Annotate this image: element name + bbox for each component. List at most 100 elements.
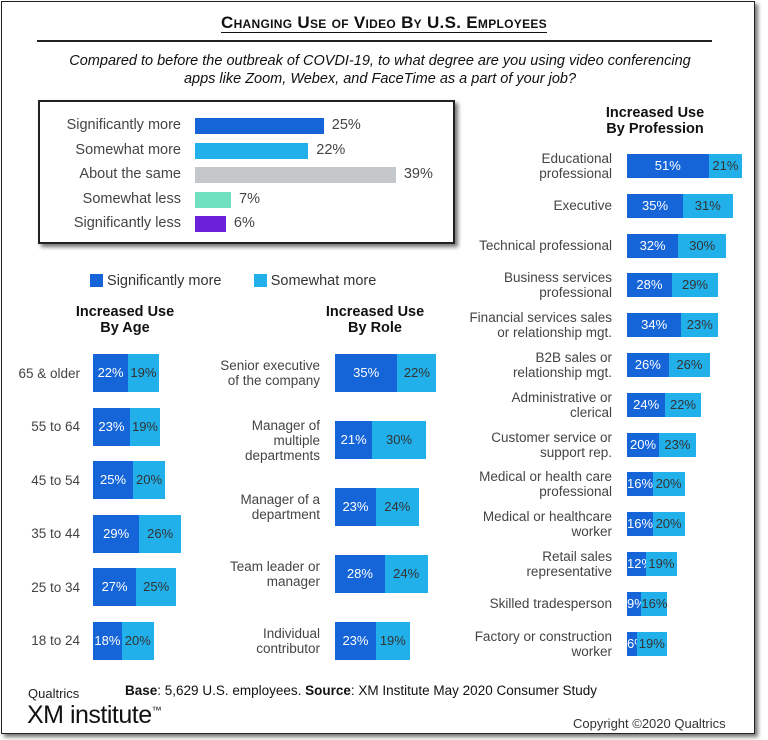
- profession-bar-somewhat-more: 23%: [681, 313, 719, 338]
- profession-category-label: Factory or construction worker: [422, 629, 612, 659]
- profession-category-label-line: worker: [571, 524, 612, 540]
- age-category-label-line: 25 to 34: [31, 579, 80, 595]
- age-bar-significantly-more: 22%: [93, 354, 129, 392]
- role-bar-significantly-more: 35%: [335, 354, 398, 392]
- footnote-base-label: Base: [125, 683, 158, 698]
- brand-qualtrics: Qualtrics: [28, 686, 80, 701]
- role-bar-significantly-more: 21%: [335, 421, 373, 459]
- profession-category-label: Administrative or clerical: [422, 390, 612, 420]
- age-category-label-line: 65 & older: [18, 365, 80, 381]
- profession-bar-significantly-more: 32%: [627, 233, 679, 258]
- profession-category-label-line: Retail sales: [542, 549, 612, 564]
- profession-category-label-line: relationship mgt.: [512, 365, 612, 380]
- age-bar-significantly-more: 27%: [93, 568, 137, 606]
- role-title: Increased Use By Role: [320, 304, 430, 336]
- role-bar-somewhat-more: 30%: [372, 421, 426, 459]
- overall-bar: [195, 216, 226, 232]
- profession-category-label-line: worker: [571, 643, 612, 659]
- age-category-label: 35 to 44: [0, 526, 80, 541]
- profession-category-label: Skilled tradesperson: [422, 596, 612, 611]
- age-title: Increased Use By Age: [60, 304, 190, 336]
- age-category-label: 45 to 54: [0, 473, 80, 488]
- profession-category-label-line: professional: [539, 166, 612, 181]
- chart-title: Changing Use of Video By U.S. Employees: [221, 13, 547, 32]
- age-title-line: By Age: [100, 320, 150, 336]
- profession-category-label-line: Technical professional: [479, 238, 612, 254]
- role-category-label: Manager of multiple departments: [190, 418, 320, 463]
- role-category-label-line: Team leader or: [229, 559, 320, 574]
- age-bar-somewhat-more: 26%: [139, 514, 181, 553]
- profession-bar-somewhat-more: 21%: [708, 154, 743, 178]
- overall-bar: [195, 142, 309, 159]
- copyright: Copyright ©2020 Qualtrics: [573, 716, 726, 731]
- profession-bar-somewhat-more: 30%: [678, 233, 727, 258]
- role-bar-significantly-more: 23%: [335, 488, 376, 526]
- age-category-label: 65 & older: [0, 366, 80, 381]
- overall-bar: [195, 167, 396, 183]
- footnote-source-text: : XM Institute May 2020 Consumer Study: [350, 683, 598, 698]
- profession-title-line: By Profession: [606, 121, 704, 137]
- role-category-label-line: contributor: [256, 641, 320, 656]
- profession-bar-significantly-more: 16%: [627, 472, 653, 497]
- profession-bar-somewhat-more: 23%: [659, 432, 696, 457]
- profession-bar-significantly-more: 16%: [627, 512, 653, 537]
- profession-category-label-line: or relationship mgt.: [497, 325, 612, 341]
- profession-category-label: Medical or health care professional: [422, 469, 612, 499]
- age-bar-somewhat-more: 20%: [133, 461, 165, 499]
- overall-value-label: 6%: [233, 215, 255, 231]
- role-bar-somewhat-more: 24%: [384, 555, 428, 593]
- overall-category-label: About the same: [79, 166, 181, 182]
- overall-category-label: Somewhat less: [82, 190, 181, 207]
- age-bar-significantly-more: 25%: [93, 461, 133, 499]
- profession-category-label-line: B2B sales or: [535, 350, 612, 365]
- role-bar-somewhat-more: 19%: [375, 622, 410, 660]
- age-bar-significantly-more: 29%: [93, 514, 140, 553]
- role-category-label-line: multiple: [273, 432, 320, 448]
- footnote-base-text: : 5,629 U.S. employees.: [157, 683, 306, 698]
- age-bar-somewhat-more: 19%: [128, 354, 159, 392]
- role-category-label: Manager of a department: [190, 492, 320, 522]
- profession-bar-somewhat-more: 20%: [652, 472, 685, 497]
- profession-bar-somewhat-more: 19%: [646, 552, 677, 576]
- footnote-source-label: Source: [305, 683, 351, 698]
- profession-category-label-line: Medical or health care: [479, 469, 612, 485]
- profession-bar-significantly-more: 35%: [627, 193, 683, 218]
- age-bar-somewhat-more: 20%: [121, 621, 154, 660]
- role-category-label-line: Individual: [262, 626, 320, 641]
- age-bar-somewhat-more: 25%: [136, 568, 177, 606]
- profession-category-label: B2B sales or relationship mgt.: [422, 350, 612, 380]
- legend-swatch-significantly-more: [90, 274, 103, 287]
- profession-category-label-line: representative: [526, 564, 612, 579]
- profession-category-label-line: professional: [539, 285, 612, 301]
- profession-bar-somewhat-more: 31%: [683, 193, 733, 218]
- age-category-label: 18 to 24: [0, 633, 80, 648]
- profession-title-line: Increased Use: [605, 105, 705, 121]
- role-category-label-line: departments: [244, 447, 320, 463]
- profession-bar-somewhat-more: 20%: [652, 512, 685, 537]
- profession-category-label-line: Business services: [503, 270, 612, 286]
- role-bar-somewhat-more: 22%: [397, 354, 437, 392]
- profession-category-label-line: Financial services sales: [469, 310, 612, 326]
- profession-bar-significantly-more: 34%: [627, 313, 682, 338]
- brand-xm-institute: XM institute™: [27, 701, 162, 730]
- profession-bar-somewhat-more: 19%: [636, 631, 667, 656]
- age-category-label: 55 to 64: [0, 419, 80, 434]
- overall-value-label: 22%: [316, 141, 346, 158]
- overall-bar: [195, 118, 324, 134]
- role-title-line: By Role: [348, 320, 402, 336]
- profession-bar-significantly-more: 12%: [627, 552, 647, 576]
- profession-category-label-line: Educational: [541, 151, 612, 166]
- age-category-label-line: 45 to 54: [31, 472, 80, 488]
- profession-bar-significantly-more: 26%: [627, 353, 669, 377]
- profession-category-label-line: Skilled tradesperson: [489, 596, 612, 612]
- profession-category-label: Educational professional: [422, 151, 612, 181]
- title-divider: [37, 40, 712, 42]
- survey-question: Compared to before the outbreak of COVDI…: [69, 53, 691, 87]
- role-bar-significantly-more: 28%: [335, 555, 385, 593]
- profession-category-label: Executive: [422, 198, 612, 213]
- age-title-line: Increased Use: [75, 304, 175, 320]
- age-category-label-line: 18 to 24: [31, 633, 80, 648]
- profession-category-label: Retail sales representative: [422, 549, 612, 579]
- legend: Significantly more Somewhat more: [90, 273, 376, 289]
- overall-category-label: Somewhat more: [75, 141, 181, 158]
